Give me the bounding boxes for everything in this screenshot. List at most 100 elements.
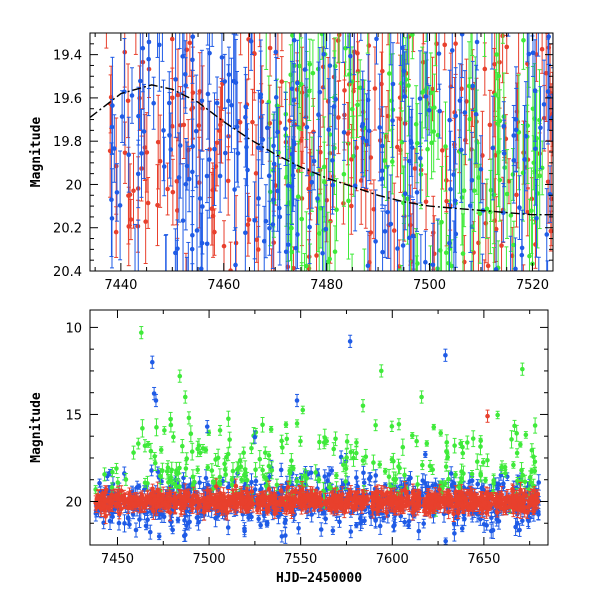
blue-point	[327, 33, 333, 115]
blue-point-marker	[126, 152, 132, 158]
blue-point	[133, 522, 139, 538]
blue-point-marker	[320, 250, 325, 256]
blue-point	[166, 71, 172, 135]
green-point	[529, 167, 534, 255]
blue-point-marker	[546, 34, 551, 39]
blue-point	[469, 131, 475, 229]
green-point	[419, 46, 425, 139]
blue-point	[243, 178, 248, 271]
blue-point	[197, 149, 203, 248]
blue-point	[212, 92, 217, 206]
red-point-marker	[170, 189, 176, 195]
blue-point	[225, 519, 231, 536]
blue-point	[345, 33, 350, 49]
blue-point-marker	[474, 511, 480, 517]
green-point-marker	[532, 116, 537, 121]
green-point	[264, 33, 269, 70]
blue-point	[217, 139, 223, 213]
green-point	[504, 246, 509, 271]
red-point-marker	[318, 149, 323, 155]
red-point-marker	[469, 147, 474, 152]
green-point-marker	[297, 63, 302, 69]
red-point	[238, 33, 243, 56]
blue-point	[532, 39, 538, 142]
blue-point	[243, 74, 249, 140]
green-point-marker	[431, 129, 436, 134]
green-point-marker	[491, 192, 497, 198]
blue-point-marker	[183, 181, 189, 187]
green-point-marker	[355, 102, 360, 108]
blue-point-marker	[391, 524, 396, 529]
green-point	[488, 169, 493, 255]
blue-point	[480, 253, 485, 271]
blue-point-marker	[243, 230, 248, 236]
blue-point	[273, 57, 279, 138]
blue-point-marker	[146, 39, 152, 45]
green-point-marker	[435, 132, 441, 138]
blue-point-marker	[453, 113, 458, 119]
blue-point-marker	[266, 173, 272, 179]
red-point-marker	[233, 240, 239, 246]
green-point	[387, 33, 392, 132]
red-point	[126, 186, 132, 267]
blue-point	[493, 231, 499, 271]
blue-point	[206, 100, 212, 219]
blue-point-marker	[496, 518, 502, 524]
red-point	[128, 198, 134, 241]
blue-point-marker	[318, 527, 324, 532]
blue-point-marker	[258, 92, 264, 97]
blue-point	[189, 195, 195, 271]
green-point-marker	[461, 188, 467, 194]
green-point	[298, 37, 304, 131]
blue-point	[193, 74, 199, 188]
blue-point	[544, 188, 550, 271]
blue-point-marker	[214, 100, 220, 106]
blue-point	[436, 33, 442, 90]
green-point-marker	[343, 45, 348, 51]
blue-point-marker	[533, 146, 538, 152]
blue-point	[138, 33, 143, 130]
blue-point-marker	[194, 228, 200, 233]
blue-point-marker	[401, 68, 407, 74]
blue-point-marker	[161, 164, 167, 169]
blue-point-marker	[243, 104, 249, 110]
blue-point	[204, 209, 210, 271]
blue-point	[470, 60, 476, 111]
red-point-marker	[506, 178, 512, 184]
green-point	[433, 33, 438, 67]
red-point-marker	[128, 217, 134, 222]
blue-point	[382, 204, 388, 258]
red-point-marker	[377, 138, 383, 143]
green-point-marker	[332, 63, 338, 69]
green-point-marker	[494, 52, 499, 57]
blue-point	[222, 53, 228, 109]
blue-point	[330, 106, 335, 215]
green-point-marker	[418, 163, 424, 168]
blue-point	[283, 91, 288, 167]
blue-point-marker	[365, 263, 371, 269]
green-point-marker	[535, 191, 540, 196]
blue-point-marker	[198, 266, 204, 271]
blue-point-marker	[523, 133, 529, 139]
blue-point	[231, 33, 236, 129]
top-y-tick-label: 20.4	[53, 265, 82, 280]
red-point	[372, 46, 378, 131]
red-point-marker	[487, 122, 493, 128]
red-point-marker	[245, 222, 251, 228]
red-point	[122, 121, 128, 184]
red-point-marker	[218, 122, 223, 128]
green-point-marker	[529, 208, 534, 214]
green-point-marker	[459, 195, 465, 200]
red-point-marker	[366, 43, 372, 48]
blue-point-marker	[534, 216, 539, 221]
blue-point-marker	[532, 88, 538, 93]
blue-point	[348, 33, 353, 83]
green-point-marker	[502, 165, 507, 170]
red-point-marker	[254, 237, 260, 243]
green-point	[504, 149, 510, 239]
red-point	[395, 33, 400, 44]
green-point-marker	[460, 251, 466, 256]
blue-point-marker	[114, 190, 120, 195]
blue-point	[289, 60, 295, 117]
